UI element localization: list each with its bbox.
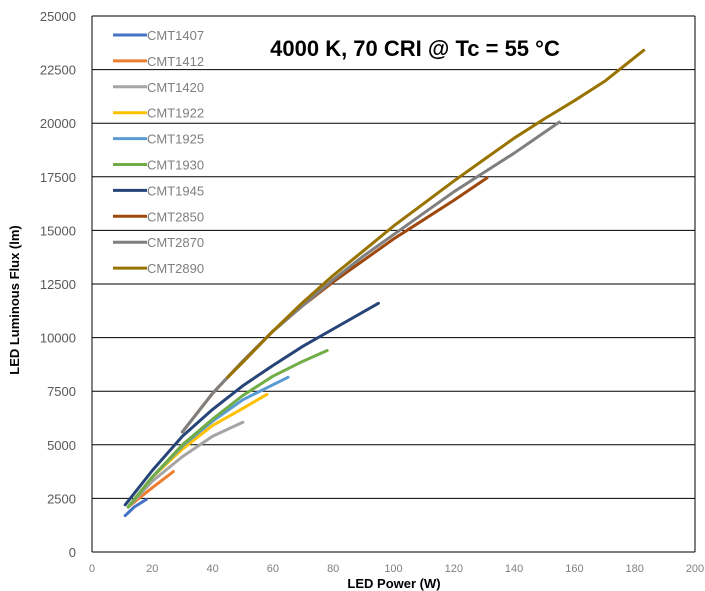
x-tick-label: 0 [89, 563, 95, 575]
x-tick-label: 40 [206, 563, 218, 575]
y-tick-label: 10000 [40, 331, 76, 346]
series-line-cmt2850 [180, 176, 489, 434]
x-tick-label: 180 [626, 563, 644, 575]
x-tick-label: 20 [146, 563, 158, 575]
y-tick-labels: 0 2500 5000 7500 10000 12500 15000 17500 20000 22… [40, 9, 76, 560]
series-line-cmt1945 [123, 301, 380, 507]
y-tick-label: 7500 [47, 384, 76, 399]
legend-label-cmt2870: CMT2870 [147, 235, 204, 250]
legend-label-cmt1945: CMT1945 [147, 183, 204, 198]
legend-label-cmt1407: CMT1407 [147, 28, 204, 43]
x-axis-label: LED Power (W) [347, 576, 440, 591]
legend-label-cmt1412: CMT1412 [147, 54, 204, 69]
y-tick-label: 0 [69, 545, 76, 560]
legend-label-cmt1925: CMT1925 [147, 132, 204, 147]
y-tick-label: 22500 [40, 63, 76, 78]
gridlines [92, 15, 695, 499]
y-tick-label: 20000 [40, 116, 76, 131]
legend-label-cmt1930: CMT1930 [147, 158, 204, 173]
legend: CMT1407 CMT1412 CMT1420 CMT1922 CMT1925 CMT19… [113, 28, 204, 276]
x-tick-label: 120 [445, 563, 463, 575]
y-tick-label: 17500 [40, 170, 76, 185]
y-tick-label: 2500 [47, 491, 76, 506]
series-lines [123, 48, 646, 518]
legend-label-cmt2850: CMT2850 [147, 209, 204, 224]
series-line-cmt1930 [126, 349, 329, 509]
legend-label-cmt1420: CMT1420 [147, 80, 204, 95]
series-line-cmt2890 [226, 48, 646, 379]
y-tick-label: 5000 [47, 438, 76, 453]
y-tick-label: 15000 [40, 223, 76, 238]
y-axis-label: LED Luminous Flux (lm) [7, 225, 22, 375]
x-tick-label: 60 [267, 563, 279, 575]
chart-title: 4000 K, 70 CRI @ Tc = 55 °C [270, 36, 560, 61]
x-tick-label: 80 [327, 563, 339, 575]
series-line-cmt1420 [126, 420, 245, 509]
y-tick-label: 25000 [40, 9, 76, 24]
x-tick-label: 100 [384, 563, 402, 575]
x-tick-labels: 0 20 40 60 80 100 120 140 160 180 200 [89, 563, 704, 575]
legend-label-cmt2890: CMT2890 [147, 261, 204, 276]
x-tick-label: 160 [565, 563, 583, 575]
series-line-cmt1407 [123, 498, 148, 518]
legend-label-cmt1922: CMT1922 [147, 106, 204, 121]
x-tick-label: 140 [505, 563, 523, 575]
x-tick-label: 200 [686, 563, 704, 575]
y-tick-label: 12500 [40, 277, 76, 292]
series-line-cmt2870 [180, 120, 561, 434]
